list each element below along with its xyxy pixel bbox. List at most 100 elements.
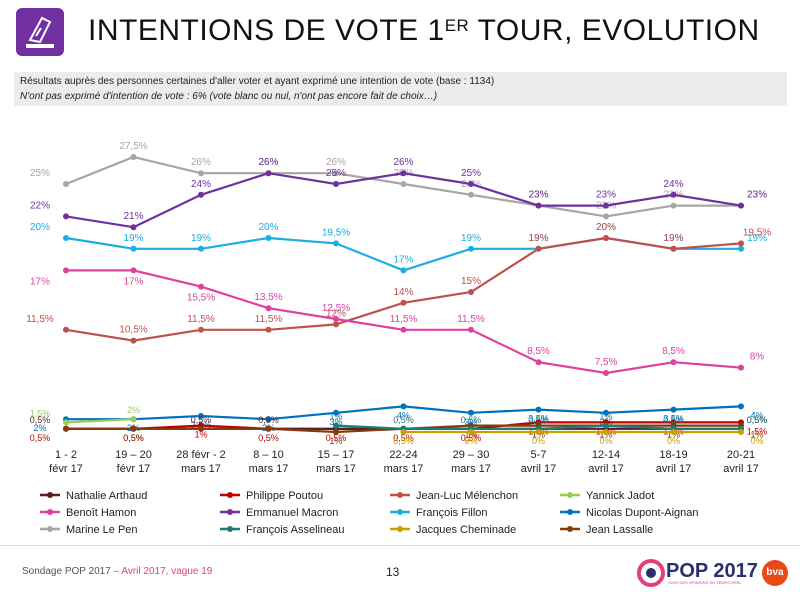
data-label-francois-asselineau: 1% [329,412,342,422]
legend-label: Nicolas Dupont-Aignan [586,507,699,519]
point-marine-le-pen [333,170,339,177]
data-label-marine-le-pen: 26% [258,157,278,168]
data-label-philippe-poutou: 0,5% [30,433,51,443]
point-emmanuel-macron [63,213,69,220]
data-label-marine-le-pen: 25% [30,168,50,179]
point-nicolas-dupont-aignan [333,409,339,416]
data-label-francois-asselineau: 0,5% [461,415,482,425]
x-tick-sublabel: mars 17 [181,463,221,475]
point-jacques-cheminade [535,429,542,435]
data-label-francois-fillon: 19% [528,233,548,244]
data-label-benoit-hamon: 15,5% [187,293,215,304]
point-nicolas-dupont-aignan [468,409,474,416]
data-label-francois-asselineau: 0,5% [747,415,768,425]
data-label-benoit-hamon: 8,5% [662,346,685,357]
point-benoit-hamon [265,305,272,312]
data-label-emmanuel-macron: 23% [747,190,767,201]
point-emmanuel-macron [603,202,609,209]
data-label-philippe-poutou: 0,5% [326,433,347,443]
point-benoit-hamon [198,283,204,290]
legend-label: Jean-Luc Mélenchon [416,490,518,502]
data-label-francois-asselineau: 0,5% [393,415,414,425]
data-label-nicolas-dupont-aignan: 4% [750,410,763,420]
point-jean-luc-melenchon [468,289,474,295]
legend-marker [567,492,573,498]
data-label-benoit-hamon: 8% [750,352,765,363]
point-marine-le-pen [400,181,407,187]
legend-marker [227,509,233,515]
data-label-francois-fillon: 19% [663,233,683,244]
point-jacques-cheminade [670,429,677,435]
data-label-emmanuel-macron: 25% [461,168,481,179]
x-tick-label: 8 – 10 [253,449,284,461]
x-tick-label: 18-19 [659,449,687,461]
legend-label: Benoît Hamon [66,507,136,519]
x-tick-label: 29 – 30 [453,449,490,461]
x-tick-sublabel: avril 17 [521,463,556,475]
point-jacques-cheminade [738,429,744,435]
x-tick-sublabel: févr 17 [117,463,151,475]
data-label-jean-luc-melenchon: 20% [596,222,616,233]
point-francois-fillon [265,235,272,241]
point-benoit-hamon [63,267,69,274]
point-emmanuel-macron [333,181,339,187]
legend-marker [47,526,53,532]
point-jacques-cheminade [468,429,474,435]
point-francois-fillon [400,267,407,274]
point-francois-asselineau [333,422,339,429]
legend-label: Marine Le Pen [66,524,138,536]
point-jean-luc-melenchon [265,326,272,333]
point-nicolas-dupont-aignan [400,403,407,410]
x-tick-sublabel: mars 17 [384,463,424,475]
point-jean-luc-melenchon [333,321,339,328]
data-label-francois-asselineau: 0,5% [528,415,549,425]
point-benoit-hamon [603,370,609,376]
point-nicolas-dupont-aignan [670,406,677,413]
point-jean-luc-melenchon [535,245,542,252]
data-label-jean-luc-melenchon: 10,5% [119,325,147,336]
point-jean-luc-melenchon [198,326,204,333]
point-francois-fillon [63,235,69,241]
x-tick-label: 15 – 17 [318,449,355,461]
point-jean-luc-melenchon [670,245,677,252]
legend-marker [47,509,53,515]
point-marine-le-pen [468,191,474,198]
data-label-jacques-cheminade: 0% [464,436,477,446]
legend-marker [397,492,403,498]
data-label-nathalie-arthaud: 0,5% [747,415,768,425]
data-label-jean-luc-melenchon: 14% [393,287,413,298]
x-tick-label: 1 - 2 [55,449,77,461]
point-jean-luc-melenchon [603,235,609,241]
point-yannick-jadot [130,416,137,423]
footer-divider [0,545,800,546]
data-label-francois-fillon: 20% [30,222,50,233]
data-label-emmanuel-macron: 26% [258,157,278,168]
bva-logo: bva [762,560,788,586]
data-label-francois-fillon: 20% [596,222,616,233]
data-label-marine-le-pen: 27,5% [119,141,147,152]
data-label-benoit-hamon: 11,5% [457,314,485,325]
data-label-jean-lassalle: 0,5% [123,433,144,443]
data-label-emmanuel-macron: 21% [123,211,143,222]
point-jean-lassalle [198,425,204,432]
data-label-jean-lassalle: 1% [329,436,342,446]
point-benoit-hamon [535,359,542,366]
x-tick-sublabel: avril 17 [656,463,691,475]
line-chart: 25%27,5%26%26%26%25%24%23%22%23%23%22%21… [26,141,771,536]
data-label-philippe-poutou: 1% [194,430,207,440]
point-emmanuel-macron [468,181,474,187]
data-label-jacques-cheminade: 0% [599,436,612,446]
legend-label: François Fillon [416,507,488,519]
subtitle-base: Résultats auprès des personnes certaines… [20,76,495,87]
data-label-emmanuel-macron: 24% [191,179,211,190]
legend-label: Yannick Jadot [586,490,654,502]
point-jean-lassalle [63,425,69,432]
point-jean-luc-melenchon [130,337,137,344]
legend-label: Philippe Poutou [246,490,323,502]
data-label-nicolas-dupont-aignan: 3,5% [663,414,684,424]
point-marine-le-pen [670,202,677,209]
point-emmanuel-macron [130,224,137,231]
data-label-francois-fillon: 19% [461,233,481,244]
data-label-jean-luc-melenchon: 19% [528,233,548,244]
ballot-icon [16,8,64,56]
